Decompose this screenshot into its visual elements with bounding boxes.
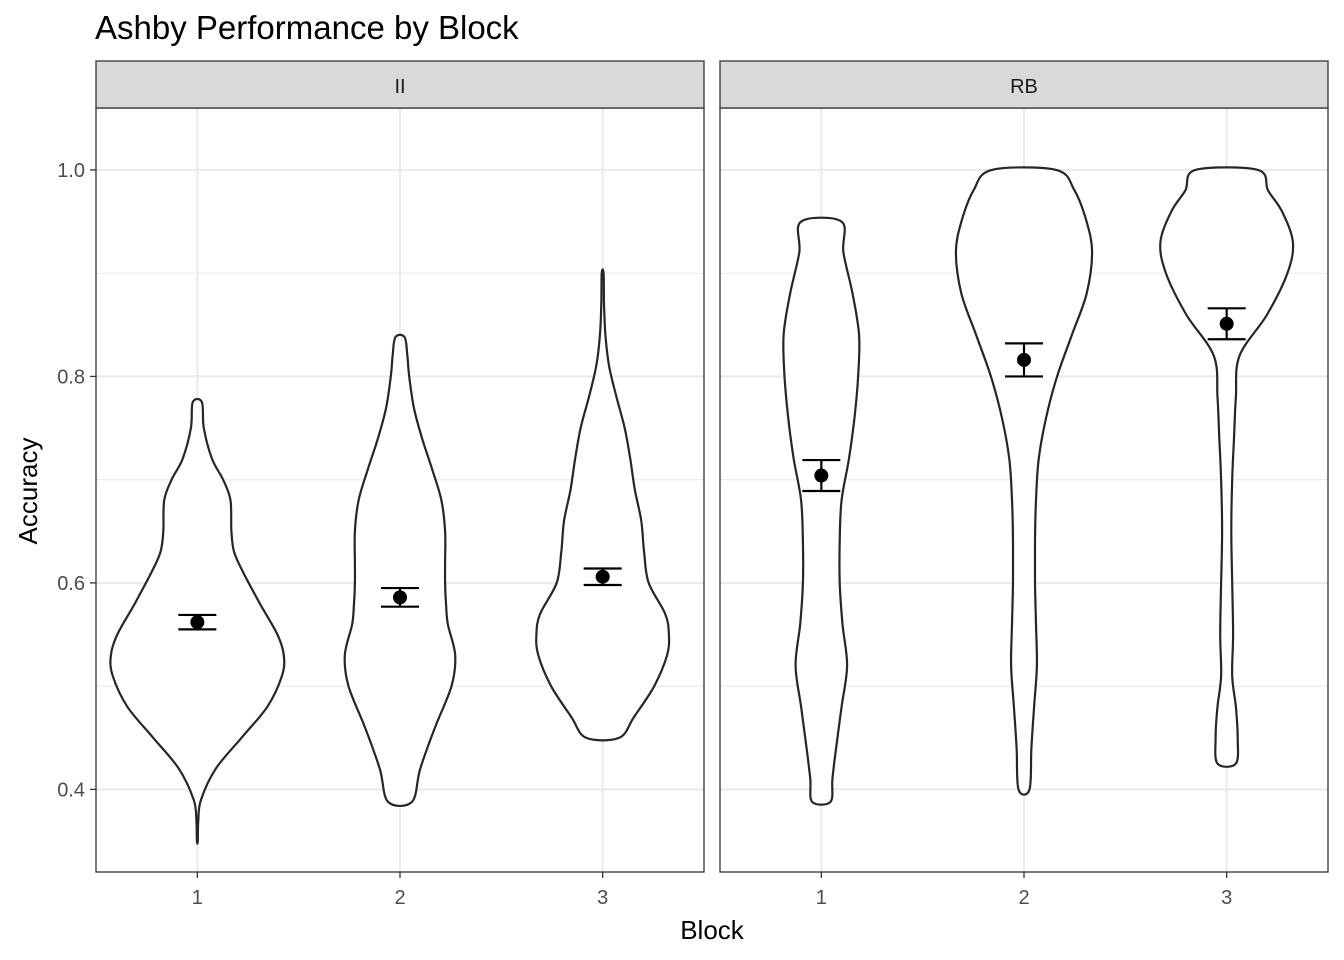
facet-strip-label: II (394, 76, 405, 98)
violin-block-2 (954, 166, 1094, 796)
mean-point-block-1 (190, 615, 205, 630)
y-axis-title: Accuracy (13, 438, 43, 545)
x-tick-label: 3 (597, 887, 608, 909)
violin-block-1 (782, 216, 861, 806)
facet-panel-rb: RB 1 2 3 (719, 60, 1329, 909)
mean-point-block-2 (393, 590, 407, 605)
y-tick-label: 0.4 (57, 779, 85, 801)
facet-strip-label: RB (1010, 76, 1038, 98)
facet-panels: II 1 2 3 0.4 0.6 0.8 1.0 RB 1 2 3 (57, 60, 1329, 909)
violin-block-3 (535, 268, 671, 742)
mean-point-block-3 (595, 569, 610, 584)
mean-point-block-2 (1017, 352, 1031, 367)
x-tick-label: 2 (1018, 887, 1029, 909)
mean-point-block-3 (1219, 316, 1234, 331)
y-tick-label: 1.0 (57, 160, 85, 182)
facet-strip (95, 60, 705, 109)
facet-strip (719, 60, 1329, 109)
facet-panel-ii: II 1 2 3 0.4 0.6 0.8 1.0 (57, 60, 705, 909)
y-tick-label: 0.6 (57, 573, 85, 595)
x-tick-label: 1 (816, 887, 827, 909)
x-axis-title: Block (680, 915, 745, 945)
x-tick-label: 3 (1221, 887, 1232, 909)
x-tick-label: 2 (394, 887, 405, 909)
x-tick-label: 1 (192, 887, 203, 909)
mean-point-block-1 (814, 468, 829, 483)
violin-block-2 (343, 333, 457, 808)
violin-block-3 (1159, 166, 1295, 768)
y-tick-label: 0.8 (57, 366, 85, 388)
chart-title: Ashby Performance by Block (95, 9, 519, 46)
